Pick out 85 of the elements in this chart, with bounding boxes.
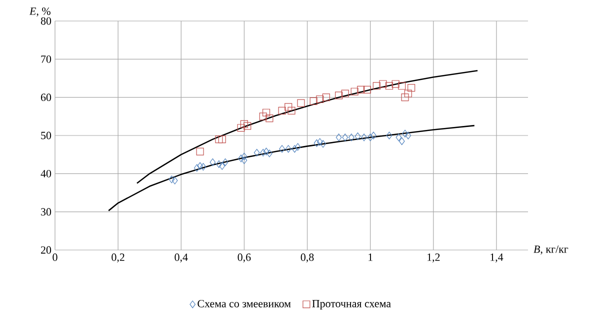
point [241, 156, 248, 164]
point [254, 148, 260, 156]
point [168, 176, 175, 184]
point [335, 92, 343, 100]
y-tick-label: 50 [41, 132, 52, 140]
point [266, 150, 272, 158]
point [240, 120, 248, 128]
point [342, 134, 348, 142]
y-axis-title: E, % [29, 8, 50, 16]
point [292, 145, 298, 153]
point [210, 158, 216, 166]
point [396, 134, 402, 142]
point [322, 94, 330, 102]
x-tick-label: 0,2 [112, 254, 124, 262]
point [370, 132, 376, 140]
point [379, 80, 387, 88]
point [288, 106, 296, 114]
point [237, 124, 245, 132]
legend-label: Схема со змеевиком [198, 300, 291, 308]
point [222, 158, 228, 166]
point [294, 143, 301, 151]
point [367, 134, 374, 142]
point [266, 114, 274, 122]
x-tick-label: 1 [368, 254, 372, 261]
x-tick-label: 0 [52, 254, 58, 261]
point [401, 94, 409, 102]
x-tick-label: 0,8 [300, 254, 314, 262]
point [310, 97, 318, 105]
point [278, 106, 286, 114]
x-tick-label: 0,6 [238, 254, 251, 262]
point [336, 134, 342, 142]
point [262, 108, 270, 116]
point [218, 136, 226, 144]
point [259, 112, 267, 120]
point [241, 152, 248, 160]
point [385, 82, 394, 90]
point [244, 122, 252, 130]
point [372, 82, 380, 90]
point [172, 176, 178, 184]
point [200, 163, 206, 171]
point [279, 145, 285, 153]
point [404, 90, 412, 98]
point [348, 134, 354, 142]
point [392, 80, 400, 88]
point [260, 148, 266, 156]
point [215, 136, 223, 144]
line-series [108, 124, 476, 212]
point [354, 132, 361, 140]
legend-label: Проточная схема [312, 300, 391, 310]
point [316, 138, 323, 146]
point [341, 90, 349, 98]
point [238, 154, 244, 162]
y-tick-label: 30 [41, 208, 52, 216]
point [320, 140, 326, 148]
point [219, 162, 226, 170]
y-tick-label: 40 [40, 170, 52, 178]
x-axis-title: B, кг/кг [534, 246, 568, 254]
point [398, 82, 406, 90]
point [386, 132, 392, 140]
point [194, 164, 200, 172]
y-tick-label: 70 [41, 55, 52, 63]
point [284, 103, 292, 111]
point [263, 148, 270, 156]
point [314, 139, 320, 147]
line-series [136, 70, 478, 184]
point [197, 162, 203, 170]
point [216, 160, 222, 168]
point [398, 137, 405, 146]
point [357, 86, 365, 94]
point [361, 134, 367, 142]
point [316, 95, 324, 104]
x-tick-label: 1,4 [490, 254, 504, 262]
x-tick-label: 1,2 [428, 254, 440, 262]
point [350, 88, 358, 96]
point [405, 132, 412, 140]
point [402, 130, 408, 138]
point [297, 99, 305, 107]
point [285, 145, 292, 153]
y-tick-label: 80 [40, 17, 52, 25]
point [196, 148, 204, 156]
point [408, 84, 416, 92]
x-tick-label: 0,4 [174, 254, 188, 262]
y-tick-label: 20 [41, 246, 52, 254]
y-tick-label: 60 [40, 94, 52, 102]
point [363, 86, 371, 94]
